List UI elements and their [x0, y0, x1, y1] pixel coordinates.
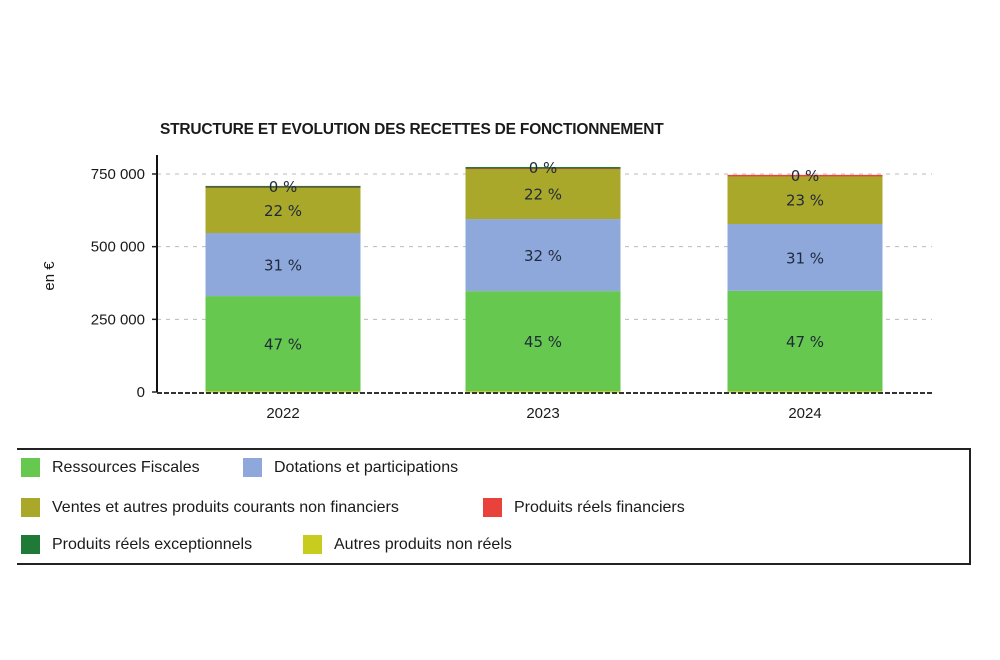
legend-item-produits-exceptionnels: Produits réels exceptionnels [21, 535, 252, 554]
legend-item-autres-produits: Autres produits non réels [303, 535, 512, 554]
data-label: 31 % [264, 257, 302, 275]
bar-segment [205, 391, 361, 393]
legend-label: Autres produits non réels [334, 535, 512, 553]
x-tick-label: 2022 [266, 405, 299, 422]
data-label: 22 % [264, 202, 302, 220]
legend-swatch [21, 458, 40, 477]
legend-item-dotations: Dotations et participations [243, 458, 458, 477]
data-label: 31 % [786, 249, 824, 267]
bar-segment [465, 291, 621, 392]
x-tick-label: 2023 [526, 405, 559, 422]
legend-swatch [303, 535, 322, 554]
legend-label: Produits réels exceptionnels [52, 535, 253, 553]
legend-swatch [21, 498, 40, 517]
y-tick-label: 500 000 [91, 239, 145, 256]
legend-swatch [21, 535, 40, 554]
bar-segment [465, 167, 621, 169]
y-tick-label: 0 [137, 384, 145, 401]
data-label: 47 % [264, 336, 302, 354]
data-label: 22 % [524, 185, 562, 203]
bar-segment [465, 391, 621, 393]
legend-item-ventes: Ventes et autres produits courants non f… [21, 498, 399, 517]
y-axis-label: en € [41, 261, 58, 291]
bar-segment [205, 185, 361, 188]
data-label: 0 % [529, 159, 558, 177]
data-label: 23 % [786, 192, 824, 210]
data-label: 45 % [524, 333, 562, 351]
bar-segment [727, 174, 883, 177]
legend-label: Dotations et participations [274, 458, 459, 476]
data-label: 32 % [524, 247, 562, 265]
bar-segment [205, 296, 361, 392]
chart-title: STRUCTURE ET EVOLUTION DES RECETTES DE F… [160, 121, 664, 138]
bar-segment [727, 391, 883, 393]
y-tick-label: 250 000 [91, 311, 145, 328]
data-label: 0 % [269, 178, 298, 196]
bar-segment [727, 223, 883, 291]
legend-item-produits-financiers: Produits réels financiers [483, 498, 685, 517]
x-tick-label: 2024 [788, 405, 821, 422]
bar-segment [465, 167, 621, 220]
chart-plot: 0 250 000 500 000 750 000 en € 47 % 31 % 22 % 0 … [41, 155, 932, 422]
bar-segment [465, 219, 621, 292]
bar-segment [727, 290, 883, 392]
bar-segment [205, 233, 361, 297]
data-label: 0 % [791, 167, 820, 185]
y-tick-label: 750 000 [91, 166, 145, 183]
legend-swatch [243, 458, 262, 477]
legend-swatch [483, 498, 502, 517]
legend-label: Ventes et autres produits courants non f… [52, 498, 399, 516]
legend-item-ressources-fiscales: Ressources Fiscales [21, 458, 200, 477]
legend-label: Produits réels financiers [514, 498, 685, 516]
bar-segment [727, 175, 883, 224]
legend-label: Ressources Fiscales [52, 458, 200, 476]
bar-segment [205, 187, 361, 234]
legend: Ressources Fiscales Dotations et partici… [17, 448, 971, 565]
data-label: 47 % [786, 333, 824, 351]
